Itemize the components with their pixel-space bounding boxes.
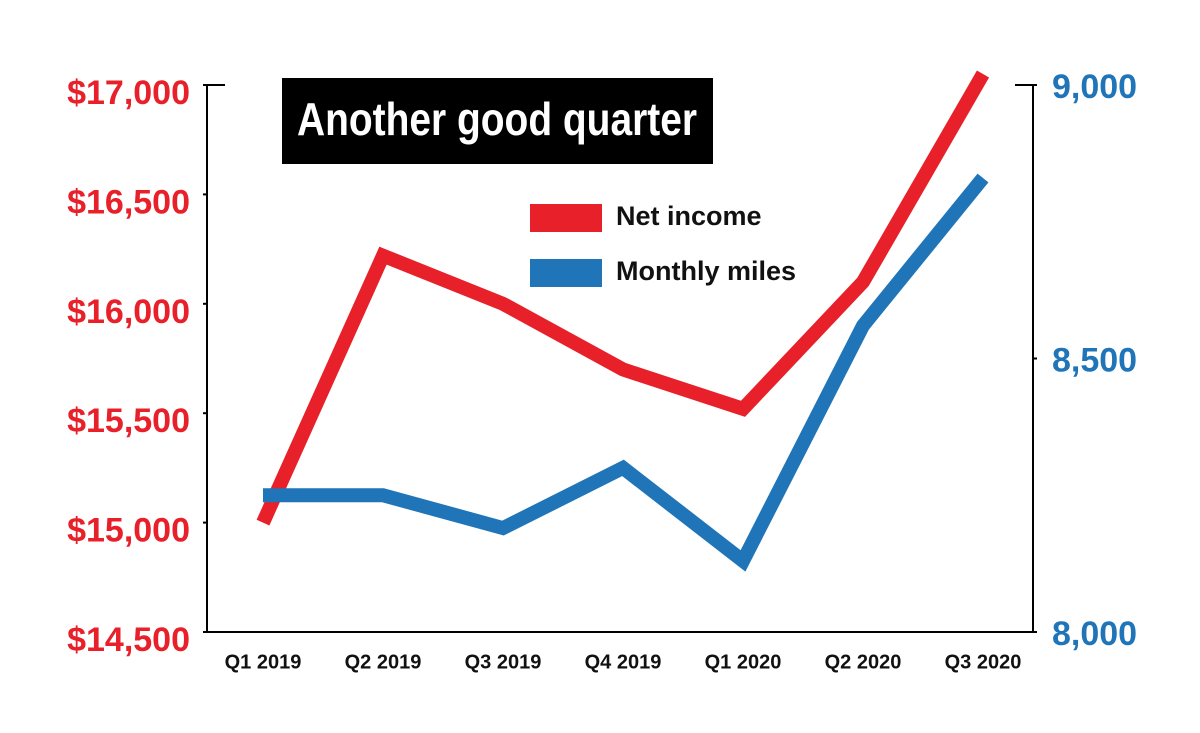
legend-swatch [530, 259, 602, 287]
series-line [256, 70, 990, 526]
y-tick-label: $17,000 [67, 74, 190, 112]
y2-tick-label: 8,500 [1052, 341, 1137, 379]
x-tick-label: Q2 2019 [345, 651, 422, 673]
legend-swatch [530, 204, 602, 232]
series-line [263, 173, 989, 572]
x-tick-label: Q1 2020 [705, 651, 782, 673]
x-tick-label: Q3 2019 [465, 651, 542, 673]
chart-title: Another good quarter [297, 93, 697, 145]
legend-label: Net income [616, 201, 762, 231]
x-tick-label: Q3 2020 [945, 651, 1022, 673]
x-tick-label: Q4 2019 [585, 651, 662, 673]
x-tick-label: Q2 2020 [825, 651, 902, 673]
title-box [282, 78, 713, 164]
y2-tick-label: 8,000 [1052, 615, 1137, 653]
y2-tick-label: 9,000 [1052, 68, 1137, 106]
y-tick-label: $14,500 [67, 621, 190, 659]
y-tick-label: $16,500 [67, 183, 190, 221]
y-tick-label: $15,500 [67, 402, 190, 440]
y-tick-label: $15,000 [67, 512, 190, 550]
x-tick-label: Q1 2019 [225, 651, 302, 673]
legend-label: Monthly miles [616, 256, 796, 286]
y-tick-label: $16,000 [67, 293, 190, 331]
